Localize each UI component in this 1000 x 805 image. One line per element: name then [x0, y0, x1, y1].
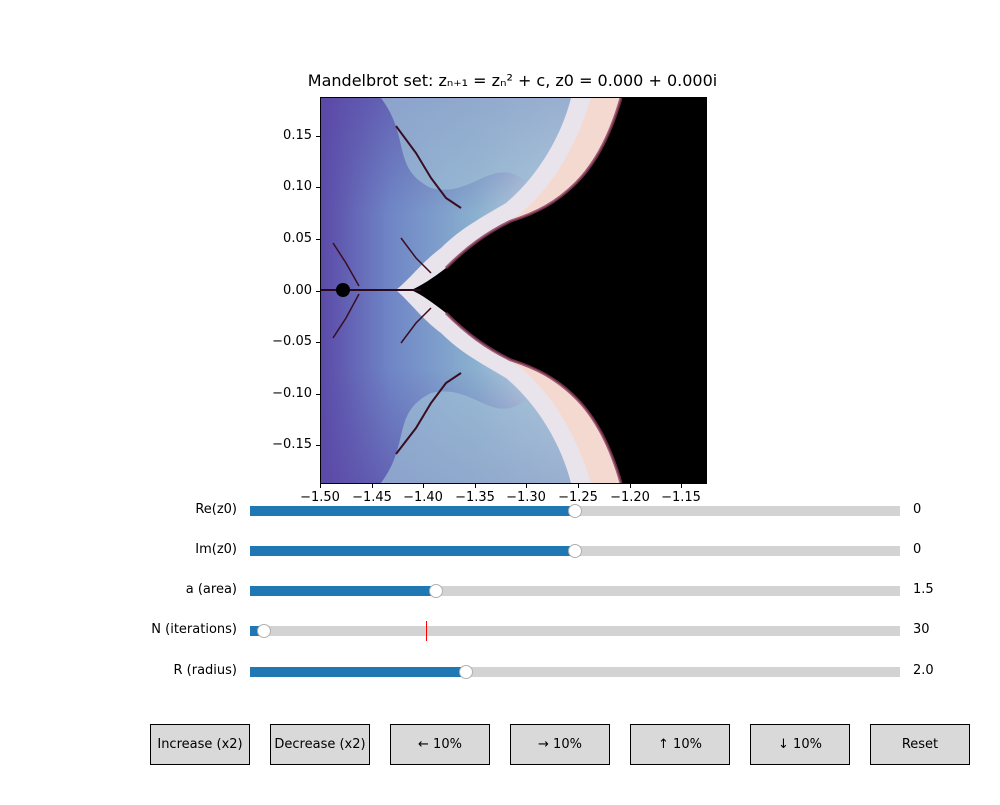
slider-track[interactable] [250, 504, 900, 518]
pan-left-button[interactable]: ← 10% [390, 724, 490, 765]
reset-button[interactable]: Reset [870, 724, 970, 765]
slider-fill [250, 506, 575, 516]
slider-label: Re(z0) [195, 502, 237, 517]
slider-handle[interactable] [429, 584, 443, 598]
y-tick-label: 0.05 [283, 231, 312, 246]
slider-im-z0[interactable]: Im(z0) 0 [0, 541, 1000, 561]
slider-radius[interactable]: R (radius) 2.0 [0, 662, 1000, 682]
x-tick-mark [681, 484, 682, 488]
increase-button[interactable]: Increase (x2) [150, 724, 250, 765]
initial-value-marker [426, 621, 427, 641]
slider-handle[interactable] [257, 624, 271, 638]
pan-up-button[interactable]: ↑ 10% [630, 724, 730, 765]
y-tick-label: −0.05 [272, 334, 312, 349]
slider-label: a (area) [185, 582, 237, 597]
mandelbrot-image [321, 98, 706, 483]
y-tick-label: 0.00 [283, 283, 312, 298]
y-tick-label: −0.10 [272, 386, 312, 401]
mandelbrot-plot[interactable] [320, 97, 707, 484]
x-tick-mark [372, 484, 373, 488]
slider-track[interactable] [250, 621, 900, 641]
slider-value: 2.0 [913, 663, 934, 678]
y-tick-label: 0.10 [283, 179, 312, 194]
slider-value: 0 [913, 542, 922, 557]
slider-track[interactable] [250, 665, 900, 679]
x-tick-mark [526, 484, 527, 488]
x-tick-mark [423, 484, 424, 488]
slider-fill [250, 546, 575, 556]
slider-value: 0 [913, 502, 922, 517]
x-tick-mark [475, 484, 476, 488]
slider-label: Im(z0) [195, 542, 237, 557]
plot-title: Mandelbrot set: zₙ₊₁ = zₙ² + c, z0 = 0.0… [307, 71, 718, 90]
decrease-button[interactable]: Decrease (x2) [270, 724, 370, 765]
slider-handle[interactable] [568, 504, 582, 518]
slider-track[interactable] [250, 544, 900, 558]
x-tick-mark [630, 484, 631, 488]
slider-track[interactable] [250, 584, 900, 598]
y-tick-label: −0.15 [272, 437, 312, 452]
slider-handle[interactable] [568, 544, 582, 558]
y-tick-label: 0.15 [283, 128, 312, 143]
slider-label: N (iterations) [151, 622, 237, 637]
slider-value: 30 [913, 622, 930, 637]
pan-right-button[interactable]: → 10% [510, 724, 610, 765]
slider-value: 1.5 [913, 582, 934, 597]
slider-label: R (radius) [173, 663, 238, 678]
x-tick-mark [578, 484, 579, 488]
slider-fill [250, 667, 466, 677]
slider-area[interactable]: a (area) 1.5 [0, 581, 1000, 601]
slider-fill [250, 586, 436, 596]
slider-handle[interactable] [459, 665, 473, 679]
x-tick-mark [320, 484, 321, 488]
slider-re-z0[interactable]: Re(z0) 0 [0, 501, 1000, 521]
slider-iterations[interactable]: N (iterations) 30 [0, 621, 1000, 641]
pan-down-button[interactable]: ↓ 10% [750, 724, 850, 765]
